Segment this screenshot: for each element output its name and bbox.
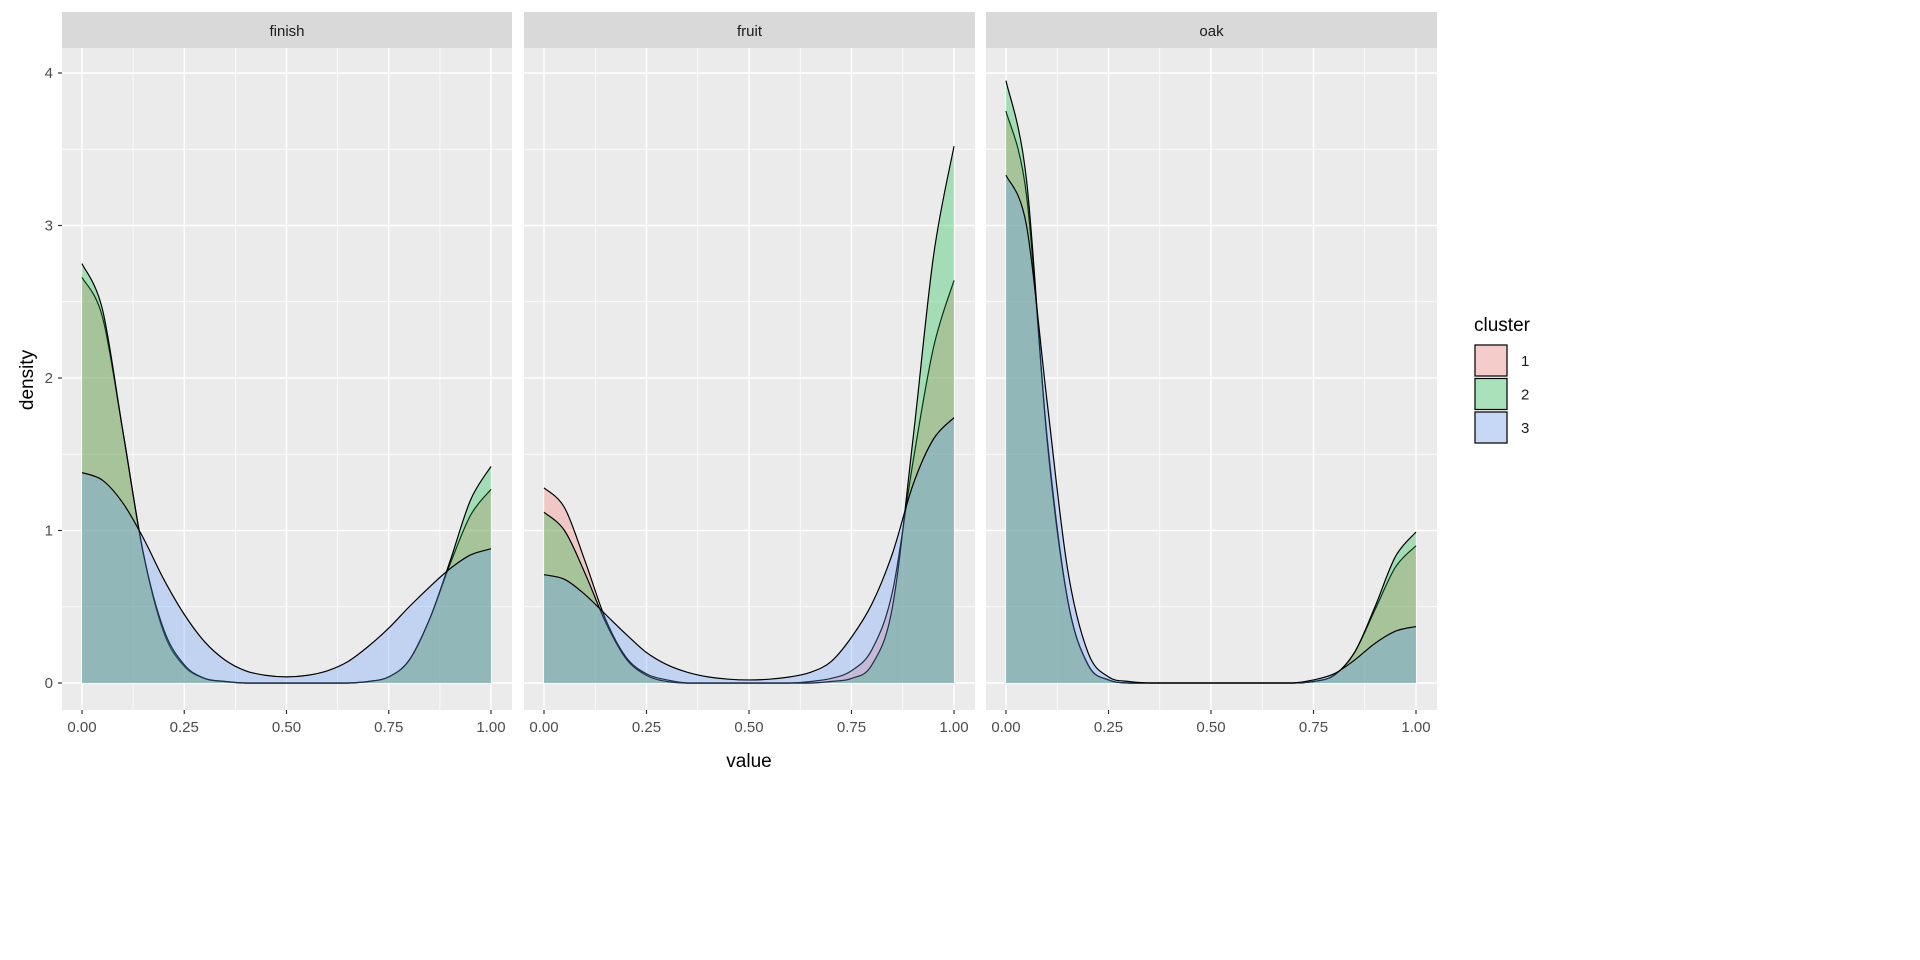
density-line-cluster-3 bbox=[543, 417, 955, 681]
density-area-cluster-1 bbox=[544, 280, 954, 683]
x-tick-label: 0.75 bbox=[1299, 719, 1328, 736]
facet-fruit: fruit 0.00 0.25 0.50 0.75 1.00 bbox=[524, 12, 975, 736]
y-tick-label: 2 bbox=[45, 370, 53, 387]
legend-key-bg bbox=[1474, 411, 1508, 444]
facet-oak: oak 0.00 0.25 0.50 0.75 1.00 bbox=[986, 12, 1437, 736]
x-tick-label: 0.00 bbox=[991, 719, 1020, 736]
density-line-cluster-2 bbox=[81, 263, 492, 684]
x-tick-label: 0.50 bbox=[734, 719, 763, 736]
legend-label: 2 bbox=[1521, 387, 1529, 404]
facet-strip bbox=[986, 12, 1437, 48]
x-tick-label: 1.00 bbox=[939, 719, 968, 736]
density-area-cluster-2 bbox=[82, 263, 491, 683]
legend-label: 1 bbox=[1521, 353, 1529, 370]
x-tick-label: 0.00 bbox=[529, 719, 558, 736]
y-tick-label: 1 bbox=[45, 523, 53, 540]
density-line-cluster-2 bbox=[543, 146, 955, 684]
legend: cluster 1 2 3 bbox=[1474, 315, 1531, 444]
density-area-cluster-3 bbox=[1006, 175, 1416, 684]
facet-strip bbox=[62, 12, 512, 48]
density-area-cluster-1 bbox=[82, 277, 491, 683]
density-area-cluster-2 bbox=[544, 146, 954, 683]
x-tick-label: 0.00 bbox=[67, 719, 96, 736]
legend-label: 3 bbox=[1521, 420, 1529, 437]
x-tick-label: 1.00 bbox=[1401, 719, 1430, 736]
y-tick-label: 3 bbox=[45, 218, 53, 235]
facet-strip-label: finish bbox=[269, 23, 304, 40]
x-tick-label: 0.75 bbox=[374, 719, 403, 736]
facet-strip-label: oak bbox=[1199, 23, 1224, 40]
facet-finish: finish 0.00 0.25 0.50 0.75 1.00 bbox=[62, 12, 512, 736]
x-tick-label: 0.25 bbox=[1094, 719, 1123, 736]
x-tick-label: 0.50 bbox=[272, 719, 301, 736]
facet-strip bbox=[524, 12, 975, 48]
x-tick-label: 0.75 bbox=[837, 719, 866, 736]
density-line-cluster-3 bbox=[81, 471, 492, 678]
x-tick-label: 0.50 bbox=[1196, 719, 1225, 736]
facet-strip-label: fruit bbox=[737, 23, 763, 40]
legend-title: cluster bbox=[1474, 315, 1531, 336]
density-area-cluster-1 bbox=[1006, 111, 1416, 683]
density-area-cluster-3 bbox=[82, 472, 491, 683]
y-axis-title: density bbox=[17, 349, 38, 410]
legend-key-bg bbox=[1474, 344, 1508, 377]
density-area-cluster-2 bbox=[1006, 80, 1416, 683]
density-area-cluster-3 bbox=[544, 417, 954, 683]
x-tick-label: 0.25 bbox=[170, 719, 199, 736]
y-tick-label: 0 bbox=[45, 675, 53, 692]
density-line-cluster-3 bbox=[1005, 174, 1417, 684]
y-tick-label: 4 bbox=[45, 65, 53, 82]
x-tick-label: 0.25 bbox=[632, 719, 661, 736]
legend-key-cluster-1 bbox=[1474, 344, 1508, 377]
legend-key-bg bbox=[1474, 377, 1508, 411]
legend-key-cluster-2 bbox=[1474, 377, 1508, 411]
x-tick-label: 1.00 bbox=[476, 719, 505, 736]
x-axis-title: value bbox=[726, 751, 771, 772]
legend-key-cluster-3 bbox=[1474, 411, 1508, 444]
